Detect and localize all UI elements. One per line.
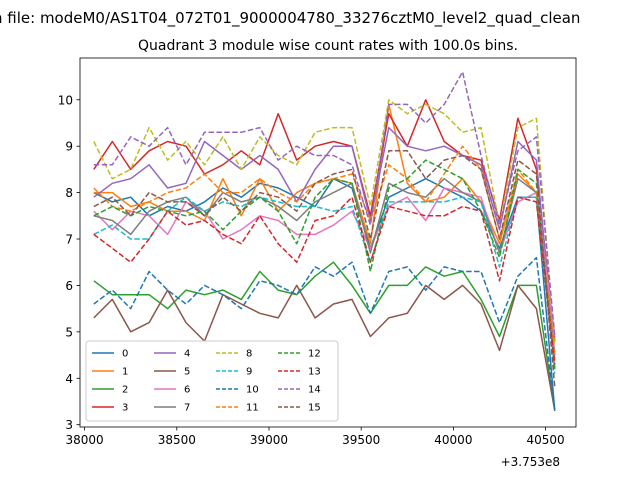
legend-label-9: 9 xyxy=(246,367,252,378)
legend-label-13: 13 xyxy=(308,367,321,378)
legend-label-1: 1 xyxy=(122,367,128,378)
y-tick-label: 7 xyxy=(65,233,73,247)
series-line-10 xyxy=(93,256,556,411)
series-line-14 xyxy=(93,71,556,337)
legend-label-8: 8 xyxy=(246,349,252,360)
series-line-8 xyxy=(93,99,556,346)
series-line-12 xyxy=(93,159,556,370)
x-tick-label: 38000 xyxy=(66,433,104,447)
series-line-0 xyxy=(93,177,556,411)
x-tick-label: 38500 xyxy=(158,433,196,447)
legend-label-15: 15 xyxy=(308,403,321,414)
series-line-4 xyxy=(93,126,556,356)
x-tick-label: 40500 xyxy=(526,433,564,447)
y-tick-label: 3 xyxy=(65,418,73,432)
series-line-11 xyxy=(93,145,556,356)
y-tick-label: 5 xyxy=(65,325,73,339)
series-line-15 xyxy=(93,150,556,388)
y-tick-label: 8 xyxy=(65,186,73,200)
axes-frame xyxy=(79,57,577,428)
series-line-3 xyxy=(93,99,556,342)
legend-label-12: 12 xyxy=(308,349,321,360)
legend-label-6: 6 xyxy=(184,385,190,396)
y-tick-label: 10 xyxy=(58,93,73,107)
legend-label-14: 14 xyxy=(308,385,321,396)
chart-title: Quadrant 3 module wise count rates with … xyxy=(138,38,518,54)
legend-box xyxy=(85,340,339,422)
x-tick-label: 39500 xyxy=(342,433,380,447)
series-line-6 xyxy=(93,187,556,337)
legend-label-2: 2 xyxy=(122,385,128,396)
x-offset-label: +3.753e8 xyxy=(501,455,560,469)
y-tick-label: 6 xyxy=(65,279,73,293)
series-line-13 xyxy=(93,196,556,365)
legend-label-10: 10 xyxy=(246,385,259,396)
legend-label-0: 0 xyxy=(122,349,128,360)
legend-label-11: 11 xyxy=(246,403,259,414)
legend-label-7: 7 xyxy=(184,403,190,414)
legend-label-5: 5 xyxy=(184,367,190,378)
series-line-5 xyxy=(93,284,556,411)
series-line-2 xyxy=(93,261,556,411)
figure-suptitle: n file: modeM0/AS1T04_072T01_9000004780_… xyxy=(0,9,580,28)
y-tick-label: 9 xyxy=(65,140,73,154)
legend-label-3: 3 xyxy=(122,403,128,414)
series-line-9 xyxy=(93,196,556,374)
legend-label-4: 4 xyxy=(184,349,190,360)
x-tick-label: 39000 xyxy=(250,433,288,447)
y-tick-label: 4 xyxy=(65,372,73,386)
plot-area: 38000 38500 39000 39500 40000 40500 3 4 5 6 7 8 9 10 0… xyxy=(58,57,577,447)
x-tick-label: 40000 xyxy=(434,433,472,447)
